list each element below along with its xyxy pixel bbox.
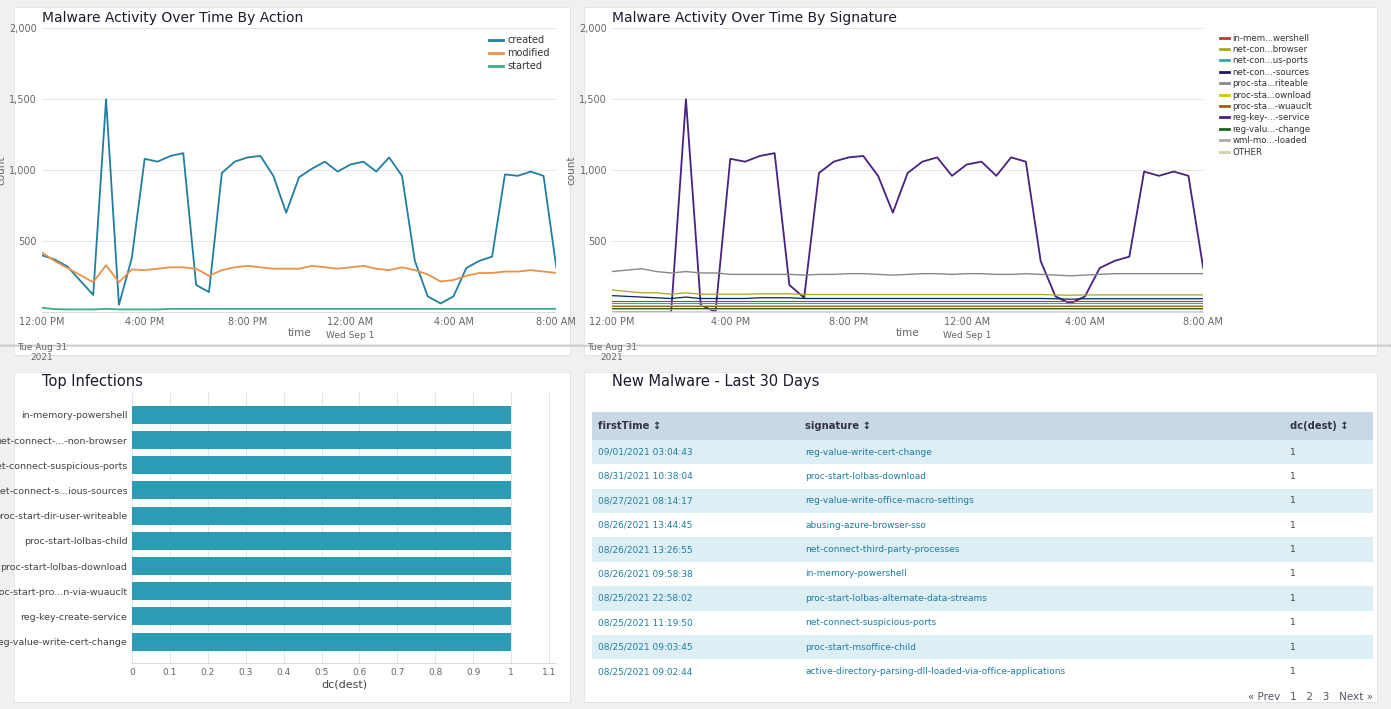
Bar: [1284, 464, 1373, 489]
Bar: [798, 562, 1284, 586]
Text: « Prev   1   2   3   Next »: « Prev 1 2 3 Next »: [1248, 692, 1373, 702]
Bar: [1284, 562, 1373, 586]
Bar: [798, 537, 1284, 562]
Text: New Malware - Last 30 Days: New Malware - Last 30 Days: [612, 374, 819, 389]
Bar: [798, 489, 1284, 513]
Bar: [798, 440, 1284, 464]
Bar: [593, 412, 798, 440]
Text: 08/31/2021 10:38:04: 08/31/2021 10:38:04: [598, 472, 693, 481]
Legend: in-mem...wershell, net-con...browser, net-con...us-ports, net-con...-sources, pr: in-mem...wershell, net-con...browser, ne…: [1220, 33, 1313, 157]
Bar: [798, 464, 1284, 489]
Bar: [132, 456, 510, 474]
Text: 1: 1: [1289, 667, 1295, 676]
Y-axis label: count: count: [0, 155, 7, 185]
Bar: [1284, 513, 1373, 537]
Text: active-directory-parsing-dll-loaded-via-office-applications: active-directory-parsing-dll-loaded-via-…: [805, 667, 1066, 676]
Text: proc-start-lolbas-download: proc-start-lolbas-download: [805, 472, 926, 481]
Bar: [132, 632, 510, 651]
Bar: [1284, 635, 1373, 659]
Bar: [798, 635, 1284, 659]
Bar: [1284, 586, 1373, 610]
Y-axis label: count: count: [566, 155, 577, 185]
Text: Malware Activity Over Time By Action: Malware Activity Over Time By Action: [42, 11, 303, 25]
Text: 09/01/2021 03:04:43: 09/01/2021 03:04:43: [598, 447, 693, 457]
Text: 08/25/2021 22:58:02: 08/25/2021 22:58:02: [598, 594, 693, 603]
Bar: [132, 532, 510, 550]
Text: reg-value-write-office-macro-settings: reg-value-write-office-macro-settings: [805, 496, 974, 506]
Bar: [798, 412, 1284, 440]
Text: Tue Aug 31
2021: Tue Aug 31 2021: [587, 342, 637, 362]
Text: 08/26/2021 13:26:55: 08/26/2021 13:26:55: [598, 545, 693, 554]
Text: Wed Sep 1: Wed Sep 1: [943, 331, 990, 340]
X-axis label: time: time: [288, 328, 310, 338]
Bar: [593, 562, 798, 586]
Bar: [798, 586, 1284, 610]
Text: 1: 1: [1289, 618, 1295, 627]
Text: Wed Sep 1: Wed Sep 1: [327, 331, 374, 340]
Bar: [593, 635, 798, 659]
Bar: [798, 659, 1284, 683]
Bar: [1284, 659, 1373, 683]
Bar: [132, 406, 510, 424]
Bar: [593, 537, 798, 562]
Text: 08/26/2021 13:44:45: 08/26/2021 13:44:45: [598, 520, 693, 530]
Text: proc-start-lolbas-alternate-data-streams: proc-start-lolbas-alternate-data-streams: [805, 594, 988, 603]
Text: firstTime ↕: firstTime ↕: [598, 421, 662, 431]
Bar: [1284, 440, 1373, 464]
Bar: [798, 610, 1284, 635]
Bar: [132, 431, 510, 449]
Text: 1: 1: [1289, 594, 1295, 603]
Text: 08/25/2021 09:02:44: 08/25/2021 09:02:44: [598, 667, 693, 676]
Bar: [132, 506, 510, 525]
Text: Tue Aug 31
2021: Tue Aug 31 2021: [17, 342, 67, 362]
Text: proc-start-msoffice-child: proc-start-msoffice-child: [805, 642, 917, 652]
Text: 1: 1: [1289, 569, 1295, 579]
Bar: [593, 440, 798, 464]
Bar: [1284, 610, 1373, 635]
Text: reg-value-write-cert-change: reg-value-write-cert-change: [805, 447, 932, 457]
Text: 1: 1: [1289, 545, 1295, 554]
Bar: [593, 513, 798, 537]
Text: 08/25/2021 11:19:50: 08/25/2021 11:19:50: [598, 618, 693, 627]
Bar: [593, 586, 798, 610]
Text: Top Infections: Top Infections: [42, 374, 143, 389]
Bar: [132, 582, 510, 601]
Bar: [1284, 537, 1373, 562]
Bar: [1284, 412, 1373, 440]
Bar: [593, 464, 798, 489]
Text: Malware Activity Over Time By Signature: Malware Activity Over Time By Signature: [612, 11, 897, 25]
Bar: [593, 610, 798, 635]
X-axis label: dc(dest): dc(dest): [321, 679, 367, 690]
Text: 08/25/2021 09:03:45: 08/25/2021 09:03:45: [598, 642, 693, 652]
Bar: [798, 513, 1284, 537]
Bar: [593, 659, 798, 683]
Text: net-connect-suspicious-ports: net-connect-suspicious-ports: [805, 618, 936, 627]
Text: 1: 1: [1289, 520, 1295, 530]
Text: 08/26/2021 09:58:38: 08/26/2021 09:58:38: [598, 569, 693, 579]
Text: signature ↕: signature ↕: [805, 421, 871, 431]
X-axis label: time: time: [896, 328, 919, 338]
Bar: [132, 557, 510, 575]
Bar: [593, 489, 798, 513]
Text: 1: 1: [1289, 642, 1295, 652]
Bar: [132, 608, 510, 625]
Text: net-connect-third-party-processes: net-connect-third-party-processes: [805, 545, 960, 554]
Text: in-memory-powershell: in-memory-powershell: [805, 569, 907, 579]
Bar: [132, 481, 510, 499]
Text: dc(dest) ↕: dc(dest) ↕: [1289, 421, 1348, 431]
Text: 08/27/2021 08:14:17: 08/27/2021 08:14:17: [598, 496, 693, 506]
Text: 1: 1: [1289, 472, 1295, 481]
Text: 1: 1: [1289, 447, 1295, 457]
Text: abusing-azure-browser-sso: abusing-azure-browser-sso: [805, 520, 926, 530]
Text: 1: 1: [1289, 496, 1295, 506]
Legend: created, modified, started: created, modified, started: [487, 33, 552, 73]
Bar: [1284, 489, 1373, 513]
